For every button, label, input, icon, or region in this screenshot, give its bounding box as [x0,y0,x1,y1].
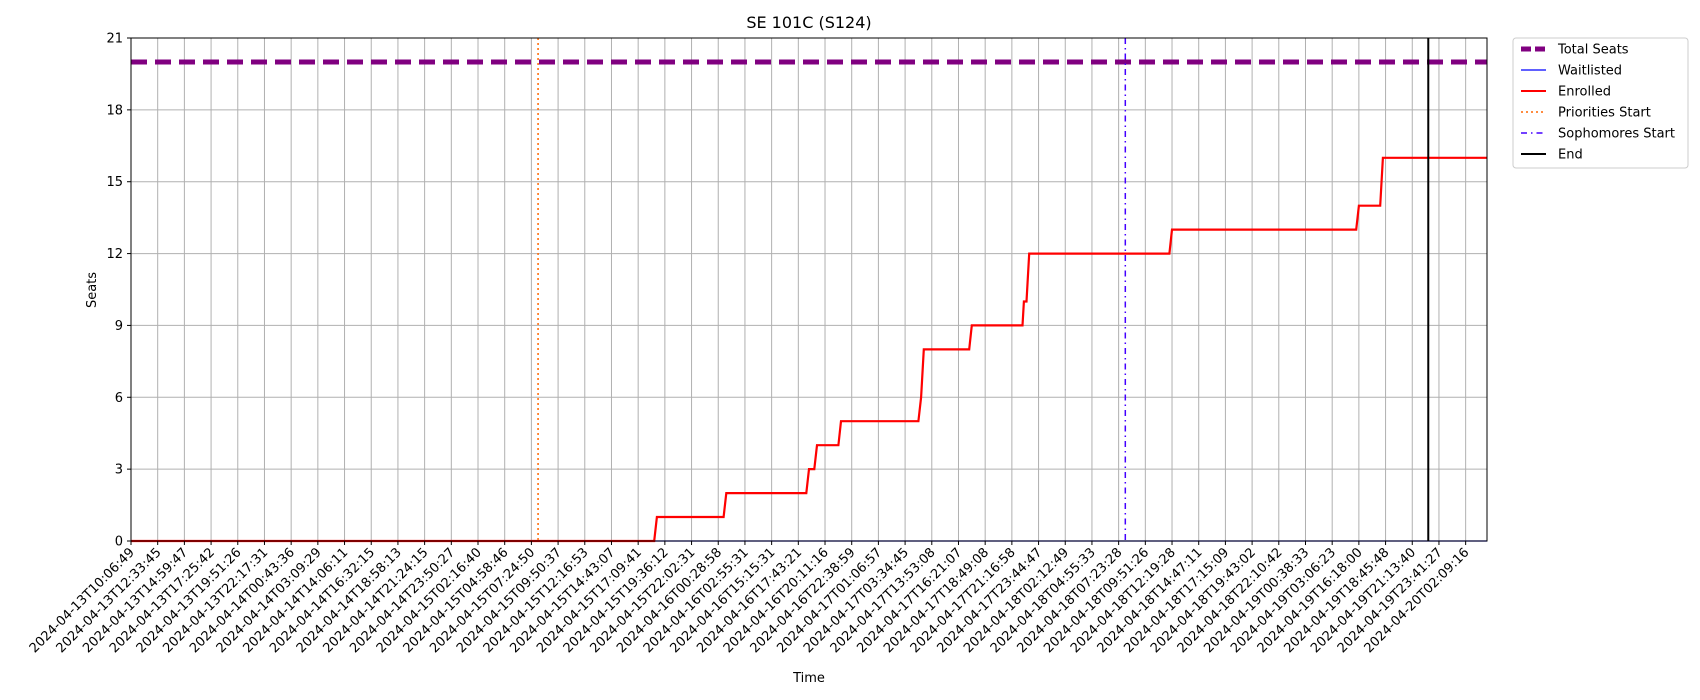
legend-label: Priorities Start [1558,106,1651,121]
legend: Total Seats Waitlisted Enrolled Priorities … [1512,37,1689,169]
y-tick-label: 21 [106,32,123,47]
y-tick-label: 12 [106,247,123,262]
grid-lines [130,37,1487,542]
x-axis: 2024-04-13T10:06:492024-04-13T12:33:4520… [27,541,1472,656]
legend-label: End [1558,148,1583,163]
legend-label: Enrolled [1558,85,1611,100]
y-axis: 0 3 6 9 12 15 18 21 [106,32,131,550]
y-tick-label: 9 [115,319,123,334]
legend-label: Total Seats [1557,43,1629,58]
y-tick-label: 18 [106,103,123,118]
series-enrolled-line [131,156,1487,543]
legend-label: Sophomores Start [1558,127,1675,142]
plot-frame [130,37,1488,542]
y-tick-label: 0 [115,535,123,550]
plot-area [131,38,1487,543]
y-tick-label: 15 [106,175,123,190]
legend-box [1512,37,1689,169]
y-axis-label: Seats [85,272,100,308]
y-tick-label: 3 [115,463,123,478]
chart-title: SE 101C (S124) [746,13,871,32]
legend-label: Waitlisted [1558,64,1622,79]
y-tick-label: 6 [115,391,123,406]
x-axis-label: Time [792,671,825,686]
